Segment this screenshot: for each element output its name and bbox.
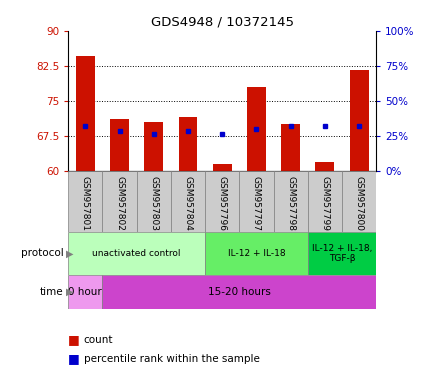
- Bar: [342, 171, 376, 232]
- Text: GSM957804: GSM957804: [183, 176, 192, 231]
- Bar: [137, 171, 171, 232]
- Text: IL-12 + IL-18: IL-12 + IL-18: [227, 249, 285, 258]
- Text: ■: ■: [68, 333, 80, 346]
- Bar: [103, 171, 137, 232]
- Bar: [179, 117, 198, 171]
- Text: count: count: [84, 335, 113, 345]
- Bar: [144, 122, 163, 171]
- Text: GSM957800: GSM957800: [355, 176, 363, 231]
- Text: ▶: ▶: [66, 287, 73, 297]
- Text: ■: ■: [68, 353, 80, 366]
- Text: GSM957798: GSM957798: [286, 176, 295, 231]
- Bar: [281, 124, 300, 171]
- Bar: [308, 171, 342, 232]
- Text: time: time: [40, 287, 64, 297]
- Text: GSM957799: GSM957799: [320, 176, 330, 231]
- Text: GSM957796: GSM957796: [218, 176, 227, 231]
- Bar: [213, 164, 231, 171]
- Text: GSM957803: GSM957803: [149, 176, 158, 231]
- Text: unactivated control: unactivated control: [92, 249, 181, 258]
- Bar: [103, 275, 376, 309]
- Text: 0 hour: 0 hour: [69, 287, 102, 297]
- Bar: [205, 232, 308, 275]
- Text: GSM957797: GSM957797: [252, 176, 261, 231]
- Bar: [68, 171, 103, 232]
- Title: GDS4948 / 10372145: GDS4948 / 10372145: [151, 15, 294, 28]
- Bar: [110, 119, 129, 171]
- Text: ▶: ▶: [66, 248, 73, 258]
- Bar: [274, 171, 308, 232]
- Bar: [239, 171, 274, 232]
- Text: percentile rank within the sample: percentile rank within the sample: [84, 354, 260, 364]
- Bar: [350, 70, 369, 171]
- Text: protocol: protocol: [21, 248, 64, 258]
- Bar: [205, 171, 239, 232]
- Text: IL-12 + IL-18,
TGF-β: IL-12 + IL-18, TGF-β: [312, 244, 372, 263]
- Bar: [171, 171, 205, 232]
- Bar: [68, 232, 205, 275]
- Bar: [76, 56, 95, 171]
- Bar: [247, 87, 266, 171]
- Text: 15-20 hours: 15-20 hours: [208, 287, 271, 297]
- Bar: [68, 275, 103, 309]
- Text: GSM957802: GSM957802: [115, 176, 124, 231]
- Text: GSM957801: GSM957801: [81, 176, 90, 231]
- Bar: [308, 232, 376, 275]
- Bar: [315, 162, 334, 171]
